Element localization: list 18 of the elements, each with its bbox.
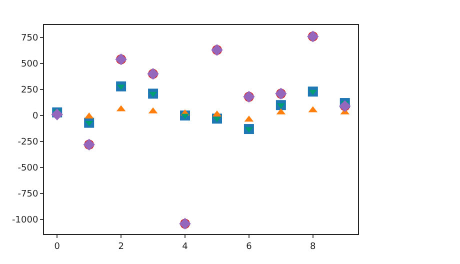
x-tick-label: 6 <box>246 242 252 252</box>
y-tick-label: -1000 <box>12 216 38 226</box>
y-tick-label: 0 <box>32 112 38 122</box>
y-tick-label: 250 <box>21 86 38 96</box>
y-tick-label: 750 <box>21 34 38 44</box>
point <box>308 90 317 96</box>
y-tick-label: 500 <box>21 60 38 70</box>
x-tick-label: 8 <box>310 242 316 252</box>
x-tick-label: 0 <box>54 242 60 252</box>
point <box>51 108 63 120</box>
y-tick-label: -500 <box>18 164 38 174</box>
y-tick-label: -750 <box>18 190 38 200</box>
x-tick-label: 4 <box>182 242 188 252</box>
point <box>244 127 253 133</box>
x-tick-label: 2 <box>118 242 124 252</box>
point <box>149 92 158 98</box>
y-tick-label: -250 <box>18 138 38 148</box>
point <box>276 103 285 109</box>
